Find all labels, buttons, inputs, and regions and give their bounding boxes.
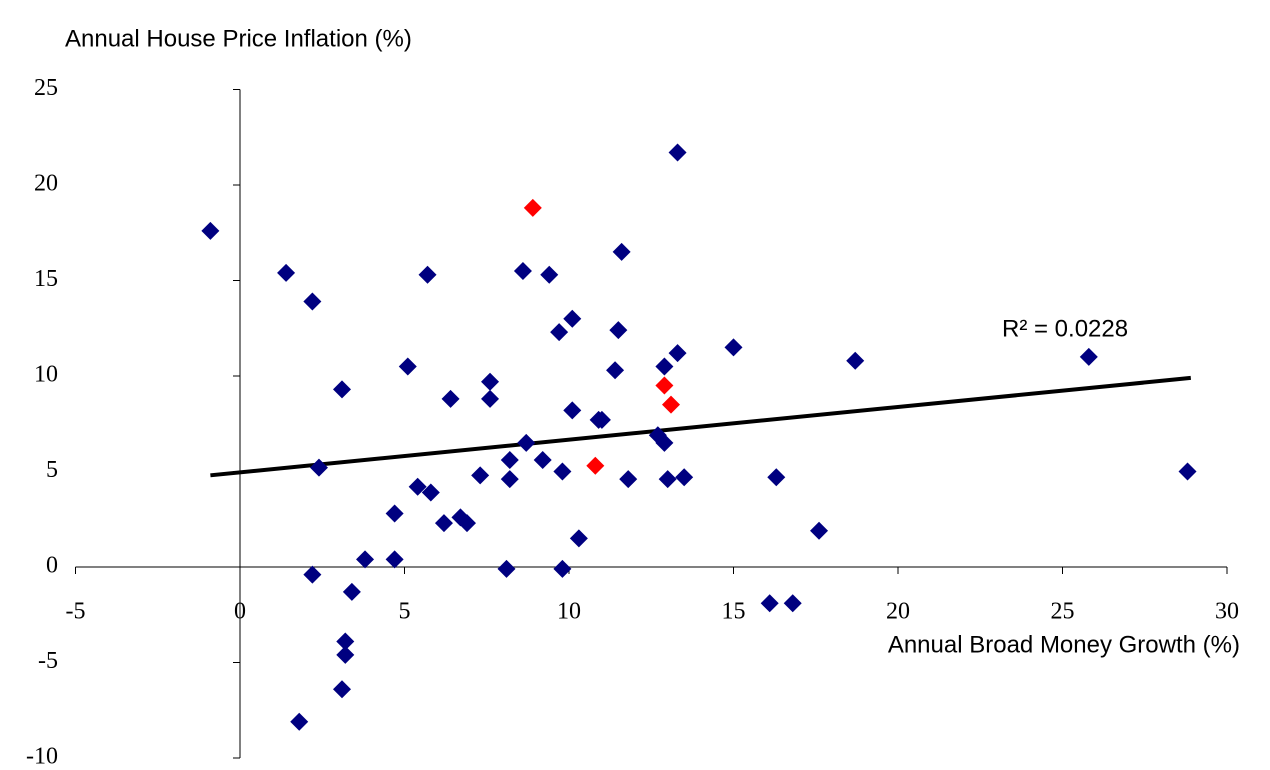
point [675, 468, 694, 487]
point [609, 321, 628, 340]
point [277, 263, 296, 282]
point [336, 645, 355, 664]
point [523, 198, 542, 217]
point [385, 550, 404, 569]
y-tick-label: 5 [46, 457, 58, 483]
point [655, 357, 674, 376]
point [563, 309, 582, 328]
point [606, 361, 625, 380]
point [846, 351, 865, 370]
point [421, 483, 440, 502]
point [553, 462, 572, 481]
point [332, 380, 351, 399]
point [441, 389, 460, 408]
y-tick-label: 25 [34, 75, 58, 101]
point [418, 265, 437, 284]
point [309, 458, 328, 477]
point [385, 504, 404, 523]
point [513, 261, 532, 280]
point [533, 451, 552, 470]
point [342, 582, 361, 601]
point [290, 712, 309, 731]
point [655, 433, 674, 452]
point [563, 401, 582, 420]
point [500, 451, 519, 470]
point [592, 410, 611, 429]
point [497, 559, 516, 578]
point [760, 594, 779, 613]
point [398, 357, 417, 376]
point [303, 292, 322, 311]
point [586, 456, 605, 475]
y-tick-label: 0 [46, 553, 58, 579]
point [434, 514, 453, 533]
y-tick-label: 15 [34, 266, 58, 292]
point [810, 521, 829, 540]
x-tick-label: 10 [557, 599, 581, 625]
point [783, 594, 802, 613]
y-tick-label: 20 [34, 171, 58, 197]
point [612, 242, 631, 261]
point [481, 389, 500, 408]
point [356, 550, 375, 569]
x-axis-label: Annual Broad Money Growth (%) [888, 631, 1240, 658]
point [336, 632, 355, 651]
point [668, 143, 687, 162]
point [658, 470, 677, 489]
x-tick-label: -5 [66, 599, 86, 625]
point [332, 680, 351, 699]
point [668, 344, 687, 363]
y-axis-label: Annual House Price Inflation (%) [65, 25, 412, 52]
y-tick-label: -10 [26, 744, 58, 770]
x-tick-label: 5 [399, 599, 411, 625]
point [517, 433, 536, 452]
x-tick-label: 30 [1215, 599, 1239, 625]
point [540, 265, 559, 284]
point [1079, 347, 1098, 366]
point [481, 372, 500, 391]
x-tick-label: 0 [234, 599, 246, 625]
point [569, 529, 588, 548]
y-tick-label: 10 [34, 362, 58, 388]
trendline [210, 375, 1192, 478]
point [408, 477, 427, 496]
x-tick-label: 25 [1051, 599, 1075, 625]
point [550, 323, 569, 342]
point [767, 468, 786, 487]
point [661, 395, 680, 414]
point [724, 338, 743, 357]
point [619, 470, 638, 489]
point [500, 470, 519, 489]
point [303, 565, 322, 584]
point [1178, 462, 1197, 481]
x-tick-label: 20 [886, 599, 910, 625]
point [655, 376, 674, 395]
point [201, 221, 220, 240]
point [471, 466, 490, 485]
annotation: R² = 0.0228 [1002, 315, 1128, 342]
point [458, 514, 477, 533]
y-tick-label: -5 [38, 648, 58, 674]
x-tick-label: 15 [722, 599, 746, 625]
point [553, 559, 572, 578]
